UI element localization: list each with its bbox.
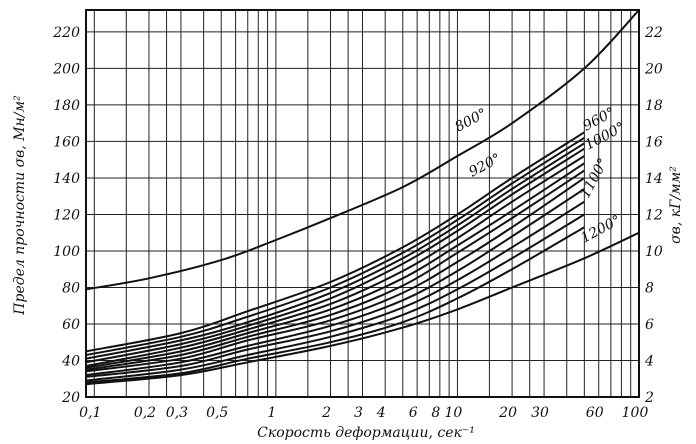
y-right-tick-label: 2 xyxy=(644,390,654,406)
x-axis-title: Скорость деформации, сек⁻¹ xyxy=(257,425,475,441)
y-left-tick-label: 100 xyxy=(53,244,80,260)
x-tick-label: 8 xyxy=(431,405,440,421)
curve-12 xyxy=(85,226,585,384)
curve-10 xyxy=(85,200,585,378)
tick-layer: 0,1 0,2 0,3 0,5 1 2 3 4 6 8 10 20 30 60 10020406080100… xyxy=(52,25,663,421)
y-right-tick-label: 16 xyxy=(645,134,663,150)
x-tick-label: 60 xyxy=(586,405,604,421)
x-tick-label: 6 xyxy=(409,405,418,421)
curve-7 xyxy=(85,169,585,371)
y-left-tick-label: 40 xyxy=(61,353,80,369)
curve-800 xyxy=(85,9,640,291)
curve-layer xyxy=(85,9,640,386)
x-tick-label: 20 xyxy=(498,405,517,421)
y-left-tick-label: 120 xyxy=(53,207,80,223)
curve-960 xyxy=(85,142,585,360)
y-right-tick-label: 10 xyxy=(645,244,663,260)
x-tick-label: 2 xyxy=(321,405,331,421)
y-right-tick-label: 12 xyxy=(645,207,663,223)
y-axis-title-right: σв, кГ/мм² xyxy=(668,166,684,244)
curve-11 xyxy=(85,213,585,382)
x-tick-label: 0,3 xyxy=(166,405,188,421)
curve-9 xyxy=(85,188,585,377)
x-tick-label: 3 xyxy=(354,405,363,421)
y-left-tick-label: 80 xyxy=(62,280,80,296)
y-left-tick-label: 140 xyxy=(53,171,80,187)
x-tick-label: 0,1 xyxy=(79,405,101,421)
y-left-tick-label: 200 xyxy=(52,61,80,77)
y-left-tick-label: 180 xyxy=(53,98,80,114)
y-left-tick-label: 20 xyxy=(61,390,80,406)
y-left-tick-label: 60 xyxy=(62,317,80,333)
curve-1200 xyxy=(85,231,640,386)
y-right-tick-label: 18 xyxy=(645,98,663,114)
x-tick-label: 4 xyxy=(376,405,386,421)
curve-6 xyxy=(85,162,585,369)
curve-1000 xyxy=(85,155,585,367)
x-tick-label: 0,5 xyxy=(206,405,228,421)
y-left-tick-label: 220 xyxy=(52,25,80,41)
y-right-tick-label: 22 xyxy=(644,25,663,41)
y-axis-title-left: Предел прочности σв, Мн/м² xyxy=(12,95,28,316)
curve-2 xyxy=(85,136,585,356)
y-right-tick-label: 8 xyxy=(645,280,654,296)
curve-920 xyxy=(85,131,585,353)
x-tick-label: 30 xyxy=(531,405,549,421)
x-tick-label: 0,2 xyxy=(134,405,156,421)
y-right-tick-label: 6 xyxy=(645,317,654,333)
y-right-tick-label: 14 xyxy=(645,171,663,187)
y-right-tick-label: 4 xyxy=(644,353,654,369)
plot-frame xyxy=(85,9,640,398)
curve-4 xyxy=(85,147,585,364)
label-920: 920° xyxy=(466,151,503,181)
axis-title-layer: Скорость деформации, сек⁻¹ Предел прочно… xyxy=(12,95,684,441)
y-left-tick-label: 160 xyxy=(53,134,80,150)
x-tick-label: 100 xyxy=(622,405,649,421)
label-800: 800° xyxy=(452,106,489,136)
y-right-tick-label: 20 xyxy=(644,61,663,77)
label-1200: 1200° xyxy=(578,212,623,246)
frame-layer xyxy=(85,9,640,398)
x-tick-label: 10 xyxy=(445,405,463,421)
curve-1100 xyxy=(85,177,585,373)
x-tick-label: 1 xyxy=(267,405,276,421)
